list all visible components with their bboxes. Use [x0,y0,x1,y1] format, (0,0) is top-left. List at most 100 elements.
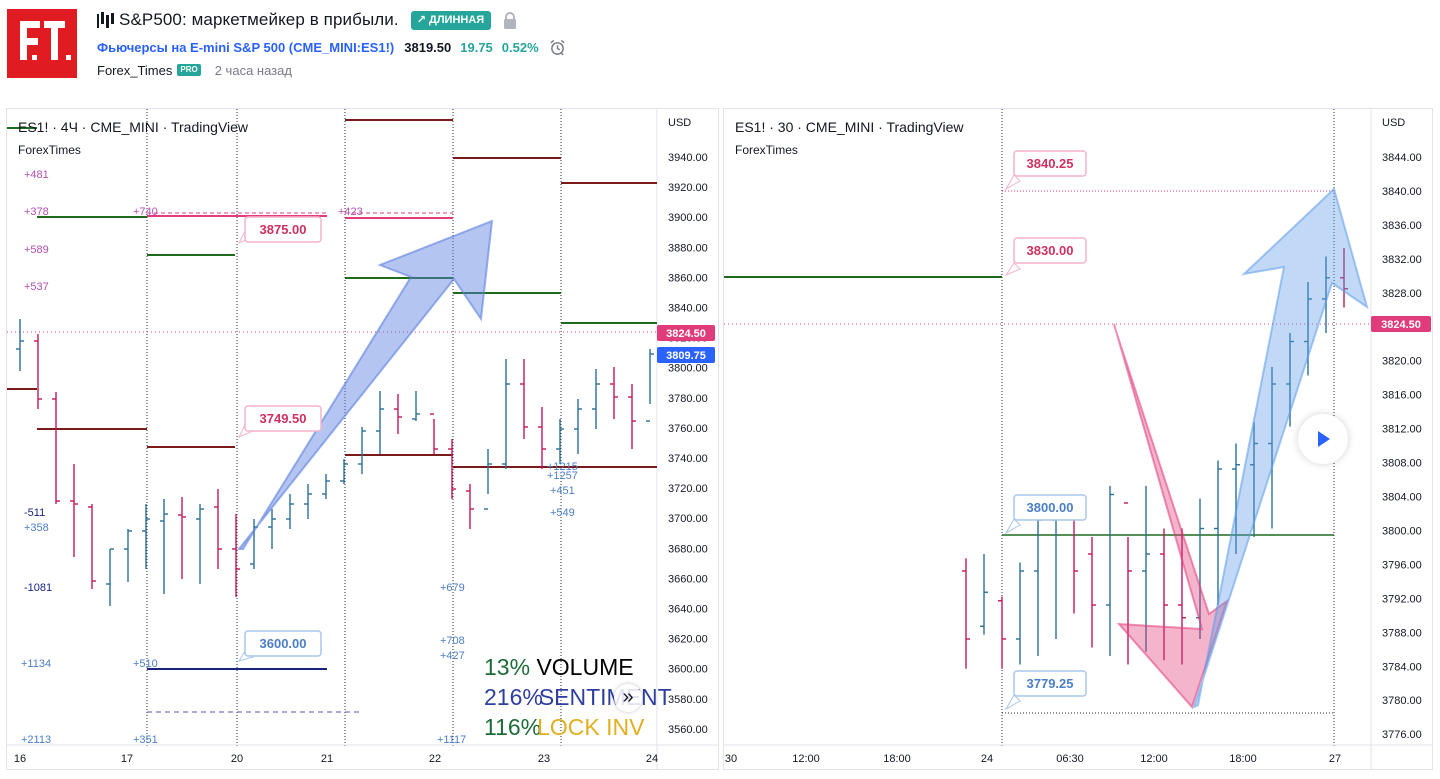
legend-sentiment: 216%SENTIMENT [484,684,672,711]
price-change: 19.75 [460,39,493,55]
callout-3875-text: 3875.00 [260,222,307,237]
last-price: 3819.50 [404,39,452,55]
price-tick: 3760.00 [668,423,708,435]
price-tick: 3680.00 [668,543,708,555]
forextimes-logo[interactable] [7,9,77,78]
callout-3875[interactable]: 3875.00 [237,216,322,244]
callout-3840[interactable]: 3840.25 [1004,150,1087,191]
price-tick: 3900.00 [668,212,708,224]
vol-label: +549 [550,507,575,519]
callout-3749[interactable]: 3749.50 [237,405,322,438]
publish-time: 2 часа назад [214,62,292,78]
callout-3800[interactable]: 3800.00 [1004,494,1087,535]
price-tick: 3620.00 [668,634,708,646]
vol-label: -1081 [24,582,52,594]
current-price-tag: 3809.75 [657,347,715,363]
legend-volume-label: VOLUME [536,654,634,680]
session-separators [146,109,562,746]
price-tick: 3840.00 [1382,186,1422,198]
price-tick: 3920.00 [668,182,708,194]
price-axis[interactable]: 3844.00 3840.00 3836.00 3832.00 3828.00 3824.… [1382,152,1422,741]
level-lines [724,190,1432,714]
price-tick: 3812.00 [1382,424,1422,436]
price-tick: 3580.00 [668,694,708,706]
vol-label: +740 [133,206,158,218]
price-change-percent: 0.52% [501,39,539,55]
callout-3779[interactable]: 3779.25 [1004,670,1087,711]
chart-30m-author: ForexTimes [735,143,798,157]
chevron-double-right-icon: » [622,686,634,708]
price-tick: 3828.00 [1382,288,1422,300]
price-tick: 3840.00 [668,303,708,315]
callout-3779-text: 3779.25 [1027,676,1074,691]
vol-label: +708 [440,635,465,647]
legend-lock-inv: 116%LOCK INV [484,714,645,741]
vol-label: +427 [440,650,465,662]
vol-label: +358 [24,522,49,534]
up-arrow-annotation[interactable] [1192,187,1369,709]
level-lines [7,119,657,713]
chart-bars-icon [97,12,114,28]
legend-lock-label: LOCK INV [537,714,645,740]
price-axis[interactable]: 3940.00 3920.00 3900.00 3880.00 3860.00 3840.… [668,152,708,736]
price-tick: 3816.00 [1382,390,1422,402]
legend-sentiment-pct: 216% [484,684,543,710]
price-tick: 3940.00 [668,152,708,164]
price-tick: 3880.00 [668,242,708,254]
price-tick: 3720.00 [668,483,708,495]
price-tick: 3796.00 [1382,559,1422,571]
callout-3749-text: 3749.50 [260,411,307,426]
time-tick: 27 [1329,753,1341,765]
down-arrow-annotation[interactable] [1113,323,1229,709]
chart-4h-canvas[interactable]: 3875.00 3749.50 3600.00 +481 +378 +589 +… [7,109,719,770]
time-tick: 30 [725,753,737,765]
vol-label: +2113 [21,734,51,746]
price-tick: 3780.00 [1382,695,1422,707]
vol-label: +481 [24,169,49,181]
time-tick: 06:30 [1056,753,1084,765]
scroll-forward-button[interactable]: » [614,684,642,712]
play-replay-button[interactable] [1298,414,1348,464]
play-icon [1318,431,1330,447]
current-price-tag-text: 3809.75 [666,350,706,362]
time-tick: 20 [231,753,243,765]
author-name[interactable]: Forex_Times [97,62,173,78]
price-tick: 3560.00 [668,724,708,736]
time-tick: 18:00 [883,753,911,765]
time-axis[interactable]: 30 12:00 18:00 24 06:30 12:00 18:00 27 [725,753,1341,765]
last-price-tag-text: 3824.50 [1381,319,1421,331]
up-arrow-annotation[interactable] [236,219,494,550]
callout-3600[interactable]: 3600.00 [237,630,322,662]
last-price-tag: 3824.50 [657,325,715,341]
legend-lock-pct: 116% [484,714,542,740]
price-tick: 3784.00 [1382,661,1422,673]
time-tick: 23 [538,753,550,765]
currency-label: USD [668,117,691,129]
alarm-clock-icon[interactable] [549,39,566,56]
idea-title: S&P500: маркетмейкер в прибыли. [119,10,399,29]
symbol-link[interactable]: Фьючерсы на E-mini S&P 500 (CME_MINI:ES1… [97,39,395,55]
vol-label: +1215 [547,461,578,473]
price-tick: 3600.00 [668,664,708,676]
price-tick: 3792.00 [1382,593,1422,605]
price-tick: 3820.00 [1382,356,1422,368]
callout-3800-text: 3800.00 [1027,500,1074,515]
legend-sentiment-label: SENTIMENT [538,684,672,710]
price-tick: 3700.00 [668,513,708,525]
legend-volume: 13% VOLUME [484,654,634,681]
price-tick: 3640.00 [668,604,708,616]
time-tick: 18:00 [1229,753,1257,765]
chart-panel-4h[interactable]: 3875.00 3749.50 3600.00 +481 +378 +589 +… [6,108,719,770]
chart-4h-title: ES1! · 4Ч · CME_MINI · TradingView [18,119,249,135]
price-tick: 3800.00 [668,363,708,375]
ohlc-bars [16,319,654,606]
long-badge: ↗ ДЛИННАЯ [410,10,492,30]
price-tick: 3844.00 [1382,152,1422,164]
chart-30m-title: ES1! · 30 · CME_MINI · TradingView [735,119,964,135]
callout-3600-text: 3600.00 [260,636,307,651]
time-axis[interactable]: 16 17 20 21 22 23 24 [14,753,658,765]
chart-30m-canvas[interactable]: 3840.25 3830.00 3800.00 3779.25 3844.00 3… [724,109,1433,770]
callout-3830[interactable]: 3830.00 [1004,237,1087,277]
price-tick: 3776.00 [1382,729,1422,741]
logo-mark [20,21,71,60]
